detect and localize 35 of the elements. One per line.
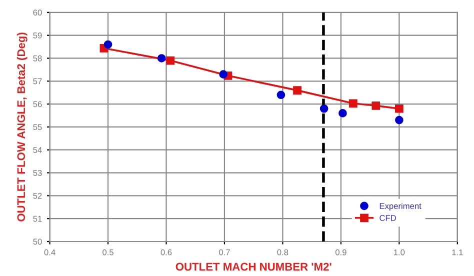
point bbox=[395, 116, 404, 124]
point bbox=[338, 109, 347, 118]
point bbox=[372, 101, 380, 110]
y-tick-label: 51 bbox=[33, 216, 42, 222]
x-tick-label: 0.9 bbox=[335, 249, 346, 256]
point bbox=[395, 104, 404, 113]
x-tick-label: 0.8 bbox=[277, 249, 288, 256]
point bbox=[104, 40, 112, 49]
x-tick-label: 1.1 bbox=[452, 249, 463, 256]
x-tick-label: 1.0 bbox=[394, 249, 405, 256]
y-tick-label: 59 bbox=[33, 32, 42, 38]
x-tick-label: 0.7 bbox=[219, 249, 230, 256]
y-tick-label: 58 bbox=[33, 55, 42, 62]
legend-label: Experiment bbox=[380, 202, 422, 211]
point bbox=[166, 56, 174, 65]
point bbox=[276, 90, 286, 100]
y-tick-label: 56 bbox=[33, 101, 42, 108]
y-axis-title: OUTLET FLOW ANGLE, Beta2 (Deg) bbox=[16, 32, 28, 222]
y-tick-label: 55 bbox=[33, 124, 42, 130]
y-tick-label: 53 bbox=[33, 170, 42, 176]
x-axis-title: OUTLET MACH NUMBER 'M2' bbox=[176, 262, 332, 271]
point bbox=[293, 86, 302, 94]
point bbox=[219, 70, 228, 78]
point bbox=[157, 54, 166, 62]
x-tick-label: 0.6 bbox=[160, 249, 172, 256]
y-tick-label: 57 bbox=[33, 78, 42, 84]
legend-label: CFD bbox=[380, 215, 396, 221]
y-tick-label: 60 bbox=[33, 10, 42, 16]
x-tick-label: 0.5 bbox=[102, 249, 114, 256]
y-tick-label: 54 bbox=[33, 147, 42, 153]
point bbox=[349, 99, 358, 108]
y-tick-label: 50 bbox=[33, 238, 42, 245]
x-tick-label: 0.4 bbox=[44, 249, 56, 256]
y-tick-label: 52 bbox=[33, 192, 42, 199]
point bbox=[320, 104, 328, 113]
